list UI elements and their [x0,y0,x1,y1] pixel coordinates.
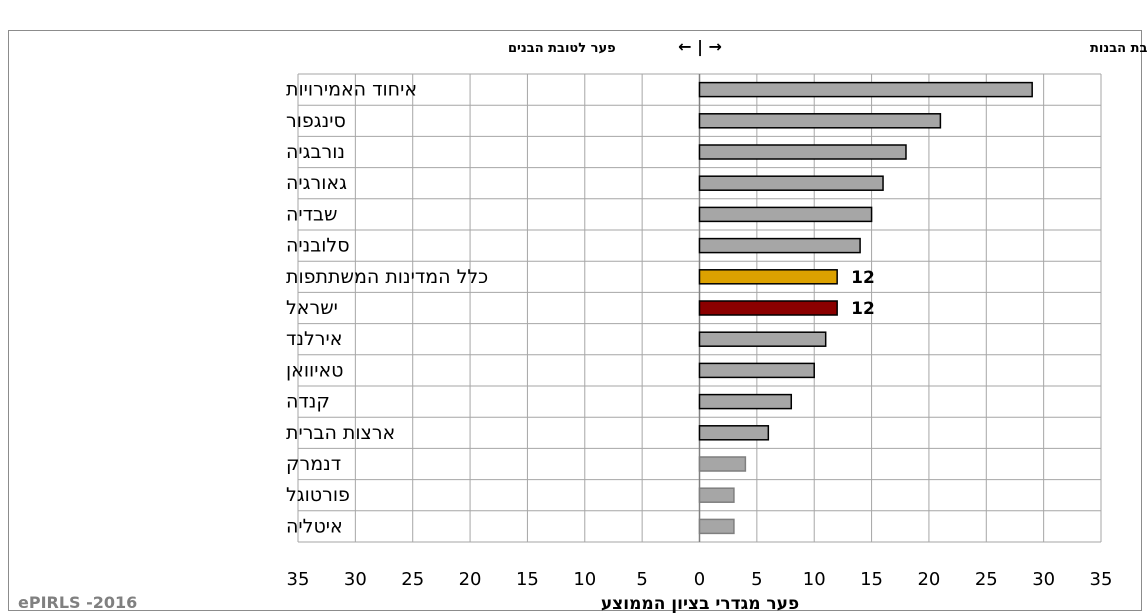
x-tick-label: 30 [344,569,367,590]
x-tick-label: 10 [573,569,596,590]
category-label: גאורגיה [286,172,347,194]
bar [698,300,838,316]
bar [698,456,747,472]
chart-frame [8,30,1142,611]
category-label: שבדיה [286,203,337,225]
bars: 12 12 [698,81,1033,535]
x-tick-label: 15 [860,569,883,590]
category-label: דנמרק [286,453,341,475]
x-tick-labels: 35 30 25 20 15 10 5 0 5 10 15 20 25 30 35 [287,569,1113,590]
header-girls-advantage: פער לטובת הבנות [1090,41,1148,56]
x-tick-label: 5 [751,569,762,590]
bar [698,113,942,129]
x-tick-label: 0 [694,569,705,590]
source-label: ePIRLS -2016 [18,593,137,612]
category-label: כלל המדינות המשתתפות [286,266,488,288]
bar [698,269,838,285]
category-label: נורבגיה [286,141,345,163]
category-label: ארצות הברית [286,422,395,444]
x-axis-title: פער מגדרי בציון הממוצע [601,594,799,614]
bar [698,206,873,223]
bar [698,425,770,441]
header-direction-arrows: ← | → [678,37,722,57]
data-label: 12 [851,299,875,319]
category-label: קנדה [286,391,330,413]
category-label: איחוד האמירויות [286,79,417,101]
bar [698,487,735,503]
category-labels: איחוד האמירויות סינגפור נורבגיה גאורגיה שבדי… [286,79,488,538]
x-tick-label: 15 [516,569,539,590]
bar [698,81,1033,98]
category-label: סינגפור [286,110,346,132]
x-tick-label: 25 [975,569,998,590]
bar [698,393,793,410]
x-tick-label: 20 [459,569,482,590]
bar [698,331,827,347]
header-boys-advantage: פער לטובת הבנים [508,41,616,56]
bar [698,144,907,160]
category-label: ישראל [286,297,338,319]
category-label: אירלנד [286,328,342,350]
data-label: 12 [851,268,875,288]
x-tick-label: 35 [287,569,310,590]
category-label: פורטוגל [286,484,350,506]
x-tick-label: 20 [917,569,940,590]
grid [297,73,1102,543]
bar [698,518,735,535]
x-tick-label: 10 [803,569,826,590]
x-tick-label: 30 [1032,569,1055,590]
bar [698,362,815,379]
x-tick-label: 5 [636,569,647,590]
bar [698,175,884,191]
x-tick-label: 35 [1090,569,1113,590]
category-label: סלובניה [286,235,350,257]
category-label: איטליה [286,515,343,537]
category-label: טאיוואן [286,359,344,381]
x-tick-label: 25 [401,569,424,590]
bar [698,237,861,254]
